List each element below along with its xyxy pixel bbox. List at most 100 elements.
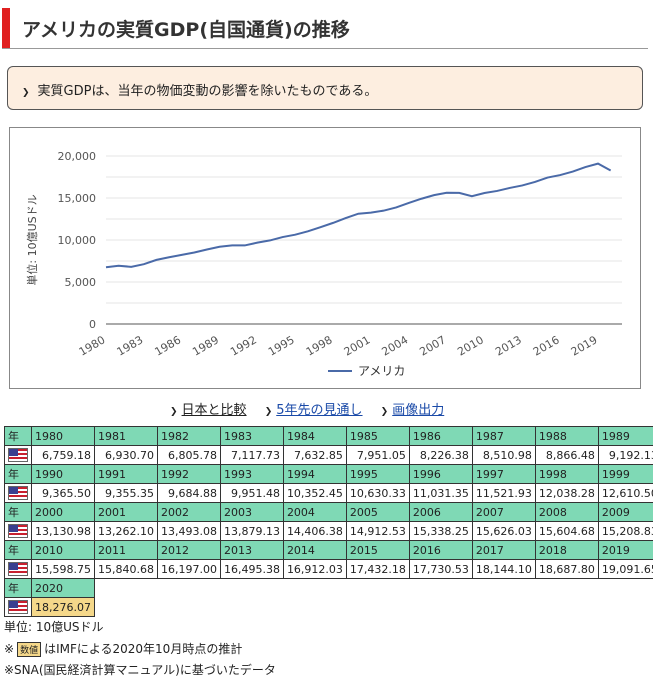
value-cell: 9,684.88 <box>156 483 221 503</box>
year-cell: 1987 <box>471 426 536 446</box>
x-tick-label: 1983 <box>115 333 146 358</box>
year-cell: 2007 <box>471 502 536 522</box>
year-cell: 2003 <box>219 502 284 522</box>
y-tick-label: 20,000 <box>58 150 97 163</box>
value-cell: 13,262.10 <box>93 521 158 541</box>
year-cell: 1988 <box>534 426 599 446</box>
y-tick-label: 0 <box>89 318 96 331</box>
us-flag-icon <box>4 445 32 465</box>
us-flag-icon <box>8 562 28 576</box>
year-cell: 2011 <box>93 540 158 560</box>
year-cell: 2009 <box>597 502 653 522</box>
value-cell: 15,626.03 <box>471 521 536 541</box>
value-cell: 18,687.80 <box>534 559 599 579</box>
year-cell: 1985 <box>345 426 410 446</box>
year-cell: 1999 <box>597 464 653 484</box>
value-cell: 6,805.78 <box>156 445 221 465</box>
x-tick-label: 1986 <box>152 333 183 358</box>
year-cell: 2012 <box>156 540 221 560</box>
year-header-label: 年 <box>4 540 32 560</box>
estimate-badge: 数値 <box>17 642 42 657</box>
legend-label: アメリカ <box>358 364 405 378</box>
year-cell: 1994 <box>282 464 347 484</box>
unit-note: 単位: 10億USドル <box>4 620 104 634</box>
forecast-link[interactable]: 5年先の見通し <box>276 403 363 418</box>
year-header-label: 年 <box>4 502 32 522</box>
us-flag-icon <box>4 597 32 617</box>
chevron-right-icon: ❯ <box>264 407 273 417</box>
year-cell: 1983 <box>219 426 284 446</box>
x-tick-label: 1998 <box>304 333 335 358</box>
value-cell: 12,610.50 <box>597 483 653 503</box>
year-cell: 1981 <box>93 426 158 446</box>
year-header-label: 年 <box>4 464 32 484</box>
year-cell: 1982 <box>156 426 221 446</box>
chevron-right-icon: ❯ <box>22 88 30 98</box>
year-cell: 2019 <box>597 540 653 560</box>
value-cell: 15,208.83 <box>597 521 653 541</box>
value-cell: 6,930.70 <box>93 445 158 465</box>
year-cell: 2002 <box>156 502 221 522</box>
year-cell: 1995 <box>345 464 410 484</box>
compare-japan-link[interactable]: 日本と比較 <box>181 403 247 418</box>
value-cell: 15,604.68 <box>534 521 599 541</box>
value-cell: 15,840.68 <box>93 559 158 579</box>
value-cell: 16,495.38 <box>219 559 284 579</box>
value-cell: 13,493.08 <box>156 521 221 541</box>
year-cell: 1989 <box>597 426 653 446</box>
value-cell: 13,130.98 <box>31 521 95 541</box>
image-export-link[interactable]: 画像出力 <box>392 403 445 418</box>
year-cell: 2008 <box>534 502 599 522</box>
value-cell: 11,031.35 <box>408 483 473 503</box>
year-cell: 1990 <box>31 464 95 484</box>
x-tick-label: 1992 <box>228 333 259 358</box>
year-cell: 2013 <box>219 540 284 560</box>
page-title: アメリカの実質GDP(自国通貨)の推移 <box>22 19 350 41</box>
year-cell: 1992 <box>156 464 221 484</box>
value-cell: 10,630.33 <box>345 483 410 503</box>
year-cell: 1984 <box>282 426 347 446</box>
x-tick-label: 2004 <box>380 333 411 358</box>
us-flag-icon <box>4 559 32 579</box>
value-cell: 8,510.98 <box>471 445 536 465</box>
value-cell: 17,432.18 <box>345 559 410 579</box>
page-title-bar: アメリカの実質GDP(自国通貨)の推移 <box>2 8 648 49</box>
value-cell: 16,197.00 <box>156 559 221 579</box>
value-cell: 7,117.73 <box>219 445 284 465</box>
value-cell: 12,038.28 <box>534 483 599 503</box>
us-flag-icon <box>4 483 32 503</box>
year-cell: 1998 <box>534 464 599 484</box>
us-flag-icon <box>8 486 28 500</box>
y-tick-label: 10,000 <box>58 234 97 247</box>
year-cell: 1993 <box>219 464 284 484</box>
y-tick-label: 15,000 <box>58 192 97 205</box>
gdp-table: 年 1980 1981 1982 1983 1984 1985 1986 1987 1988 198… <box>4 426 653 617</box>
us-flag-icon <box>8 448 28 462</box>
x-tick-label: 1989 <box>190 333 221 358</box>
value-cell: 14,912.53 <box>345 521 410 541</box>
value-cell: 9,951.48 <box>219 483 284 503</box>
year-cell: 2018 <box>534 540 599 560</box>
value-cell: 11,521.93 <box>471 483 536 503</box>
value-cell: 19,091.65 <box>597 559 653 579</box>
note-text: 実質GDPは、当年の物価変動の影響を除いたものである。 <box>37 84 378 99</box>
value-cell: 18,144.10 <box>471 559 536 579</box>
title-accent-bar <box>2 8 10 48</box>
line-chart: 0 5,000 10,000 15,000 20,000 1980 1983 1986 1989… <box>25 150 622 378</box>
x-tick-label: 2016 <box>531 333 562 358</box>
value-cell: 16,912.03 <box>282 559 347 579</box>
year-cell: 1991 <box>93 464 158 484</box>
year-cell: 2005 <box>345 502 410 522</box>
value-cell: 17,730.53 <box>408 559 473 579</box>
value-cell: 15,598.75 <box>31 559 95 579</box>
year-cell: 2017 <box>471 540 536 560</box>
value-cell: 7,632.85 <box>282 445 347 465</box>
value-cell: 13,879.13 <box>219 521 284 541</box>
year-cell: 2015 <box>345 540 410 560</box>
year-cell: 2006 <box>408 502 473 522</box>
x-tick-label: 2001 <box>342 333 373 358</box>
value-cell: 8,226.38 <box>408 445 473 465</box>
value-cell: 8,866.48 <box>534 445 599 465</box>
series-line-america <box>105 162 612 269</box>
sna-note: ※SNA(国民経済計算マニュアル)に基づいたデータ <box>4 663 276 677</box>
